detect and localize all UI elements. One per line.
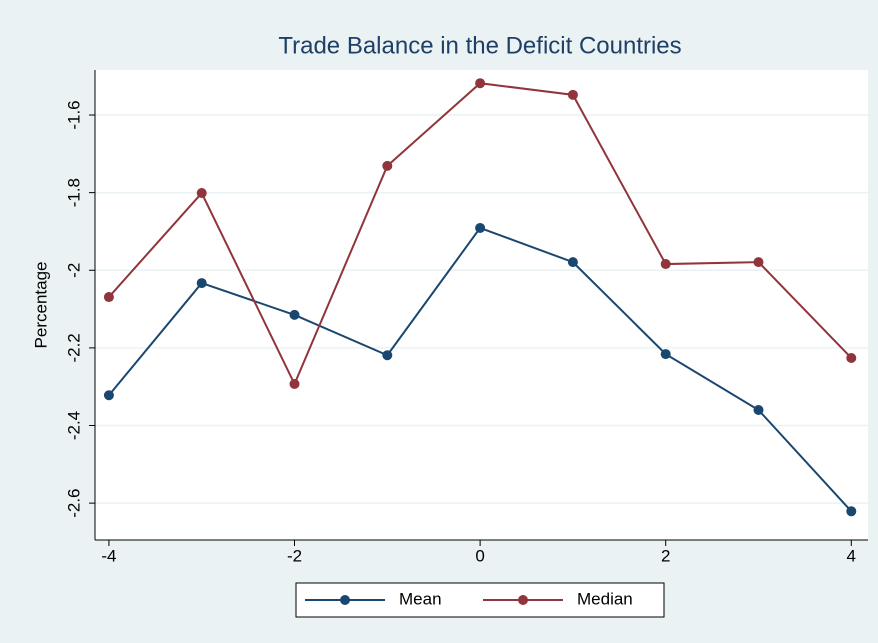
- plot-area: [95, 70, 868, 540]
- data-point: [382, 160, 393, 171]
- y-tick-label: -1.6: [64, 100, 83, 129]
- data-point: [660, 349, 671, 360]
- data-point: [753, 404, 764, 415]
- data-point: [475, 222, 486, 233]
- data-point: [660, 259, 671, 270]
- legend-marker: [518, 595, 528, 605]
- data-point: [846, 352, 857, 363]
- legend-marker: [340, 595, 350, 605]
- y-tick-label: -2: [64, 263, 83, 278]
- y-tick-label: -2.2: [64, 333, 83, 362]
- data-point: [753, 257, 764, 268]
- data-point: [196, 188, 207, 199]
- data-point: [382, 350, 393, 361]
- data-point: [196, 278, 207, 289]
- x-tick-label: 2: [661, 546, 670, 565]
- data-point: [103, 292, 114, 303]
- y-tick-label: -2.6: [64, 488, 83, 517]
- legend-label: Median: [577, 589, 633, 608]
- y-tick-label: -2.4: [64, 411, 83, 440]
- data-point: [475, 78, 486, 89]
- data-point: [289, 309, 300, 320]
- chart-title: Trade Balance in the Deficit Countries: [278, 32, 681, 59]
- legend-label: Mean: [399, 589, 442, 608]
- data-point: [567, 257, 578, 268]
- data-point: [289, 378, 300, 389]
- data-point: [103, 390, 114, 401]
- x-tick-label: 4: [847, 546, 856, 565]
- x-tick-label: 0: [475, 546, 484, 565]
- x-tick-label: -4: [101, 546, 116, 565]
- data-point: [846, 506, 857, 517]
- data-point: [567, 89, 578, 100]
- x-tick-label: -2: [287, 546, 302, 565]
- y-axis-label: Percentage: [31, 262, 50, 349]
- y-tick-label: -1.8: [64, 178, 83, 207]
